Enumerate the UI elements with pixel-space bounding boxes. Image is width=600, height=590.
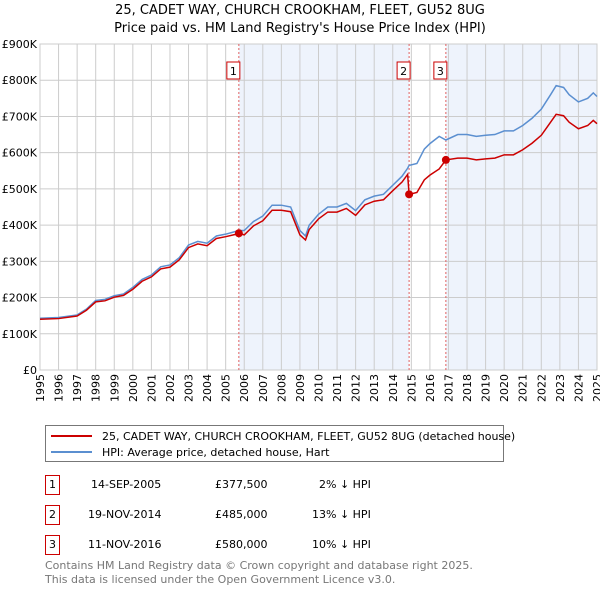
- x-tick-label: 2001: [145, 374, 158, 402]
- sale-row: 2 19-NOV-2014 £485,000 13% ↓ HPI: [45, 505, 545, 525]
- x-tick-label: 2007: [257, 374, 270, 402]
- sale-marker-label: 2: [45, 505, 60, 525]
- y-tick-label: £500K: [2, 183, 38, 196]
- x-tick-label: 2014: [387, 374, 400, 402]
- y-tick-label: £100K: [2, 328, 38, 341]
- legend-label: 25, CADET WAY, CHURCH CROOKHAM, FLEET, G…: [102, 429, 516, 443]
- x-tick-label: 1998: [90, 374, 103, 402]
- shaded-period: [445, 44, 597, 370]
- x-tick-label: 1999: [108, 374, 121, 402]
- x-tick-label: 2012: [350, 374, 363, 402]
- y-tick-label: £200K: [2, 292, 38, 305]
- x-tick-label: 2024: [572, 374, 585, 402]
- y-tick-label: £300K: [2, 255, 38, 268]
- x-tick-label: 2009: [294, 374, 307, 402]
- sale-label-box: [226, 61, 241, 80]
- x-tick-label: 2025: [591, 374, 600, 402]
- sale-point: [441, 155, 450, 164]
- y-tick-label: £400K: [2, 219, 38, 232]
- x-tick-label: 2011: [331, 374, 344, 402]
- sale-date: 11-NOV-2016: [88, 538, 162, 551]
- x-tick-label: 2021: [517, 374, 530, 402]
- sale-hpi-diff: 10% ↓ HPI: [312, 538, 371, 551]
- x-tick-label: 2023: [554, 374, 567, 402]
- sale-label-box: [396, 61, 411, 80]
- sale-label-box: [433, 61, 448, 80]
- x-tick-label: 2006: [238, 374, 251, 402]
- footer-copyright: Contains HM Land Registry data © Crown c…: [45, 559, 473, 572]
- plot-frame: [39, 43, 598, 371]
- sale-price: £580,000: [215, 538, 268, 551]
- legend-label: HPI: Average price, detached house, Hart: [102, 445, 330, 459]
- hpi-line: [39, 84, 598, 319]
- property-price-line: [39, 113, 598, 321]
- sale-row: 3 11-NOV-2016 £580,000 10% ↓ HPI: [45, 535, 545, 555]
- x-tick-label: 2005: [220, 374, 233, 402]
- x-tick-label: 2000: [127, 374, 140, 402]
- x-tick-label: 2004: [201, 374, 214, 402]
- y-tick-label: £900K: [2, 38, 38, 51]
- x-tick-label: 2002: [164, 374, 177, 402]
- sale-date: 14-SEP-2005: [91, 478, 162, 491]
- legend: 25, CADET WAY, CHURCH CROOKHAM, FLEET, G…: [45, 425, 515, 462]
- legend-item-property: 25, CADET WAY, CHURCH CROOKHAM, FLEET, G…: [51, 429, 515, 443]
- sale-marker-label: 3: [45, 535, 60, 555]
- sale-label: 3: [437, 65, 444, 78]
- sale-price: £377,500: [215, 478, 268, 491]
- sale-hpi-diff: 13% ↓ HPI: [312, 508, 371, 521]
- sale-marker-label: 1: [45, 475, 60, 495]
- sale-hpi-diff: 2% ↓ HPI: [319, 478, 371, 491]
- x-tick-label: 2016: [424, 374, 437, 402]
- chart-title: 25, CADET WAY, CHURCH CROOKHAM, FLEET, G…: [115, 3, 485, 18]
- sale-label: 2: [400, 65, 407, 78]
- x-tick-label: 2013: [368, 374, 381, 402]
- x-tick-label: 2010: [313, 374, 326, 402]
- x-tick-label: 1995: [34, 374, 47, 402]
- x-tick-label: 2020: [498, 374, 511, 402]
- y-tick-label: £600K: [2, 147, 38, 160]
- sale-date: 19-NOV-2014: [88, 508, 162, 521]
- y-tick-label: £700K: [2, 110, 38, 123]
- shaded-period: [238, 44, 410, 370]
- sale-point: [234, 229, 243, 238]
- footer-licence: This data is licensed under the Open Gov…: [45, 573, 396, 586]
- x-tick-label: 1996: [53, 374, 66, 402]
- sale-price: £485,000: [215, 508, 268, 521]
- sale-point: [405, 190, 414, 199]
- x-tick-label: 2018: [461, 374, 474, 402]
- y-tick-label: £0: [23, 364, 37, 377]
- sale-row: 1 14-SEP-2005 £377,500 2% ↓ HPI: [45, 475, 545, 495]
- x-tick-label: 2019: [480, 374, 493, 402]
- y-tick-label: £800K: [2, 74, 38, 87]
- x-tick-label: 2003: [183, 374, 196, 402]
- sale-label: 1: [230, 65, 237, 78]
- x-tick-label: 2022: [535, 374, 548, 402]
- chart-subtitle: Price paid vs. HM Land Registry's House …: [114, 21, 486, 36]
- x-tick-label: 2017: [442, 374, 455, 402]
- legend-item-hpi: HPI: Average price, detached house, Hart: [51, 445, 329, 459]
- blue-line-swatch: [51, 451, 92, 453]
- price-chart: £0 £100K £200K £300K £400K £500K £600K £700K £80…: [2, 38, 600, 402]
- red-line-swatch: [51, 435, 92, 437]
- x-tick-label: 2008: [275, 374, 288, 402]
- x-tick-label: 2015: [405, 374, 418, 402]
- x-tick-label: 1997: [71, 374, 84, 402]
